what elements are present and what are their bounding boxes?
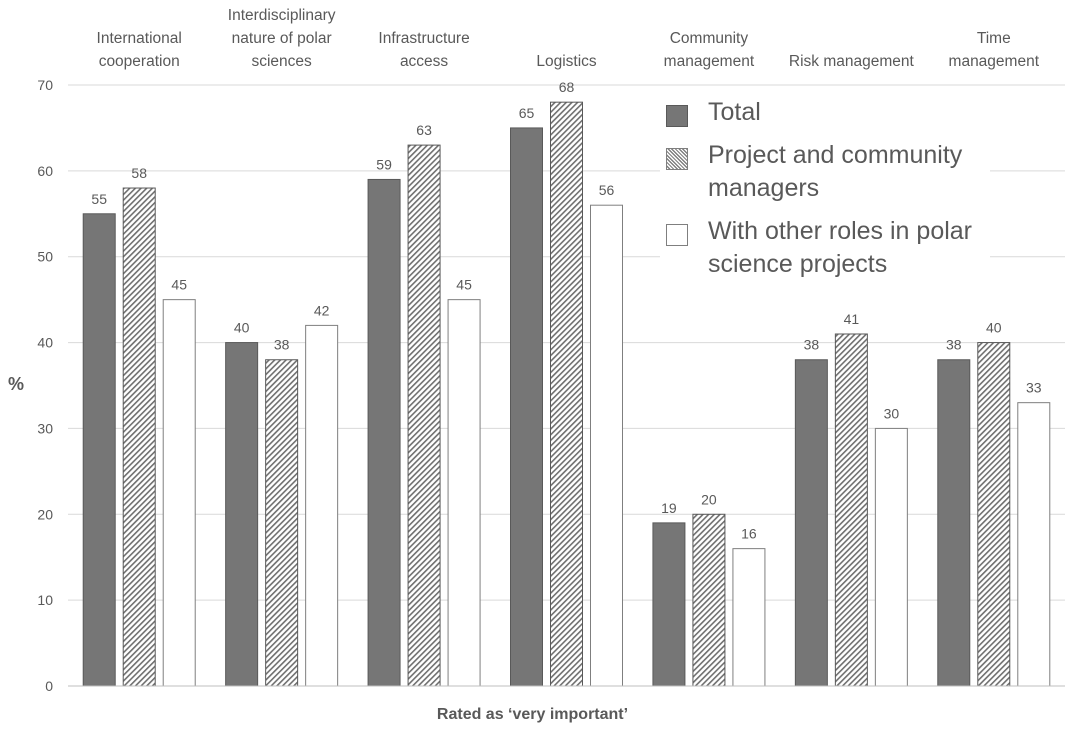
bar-total-community-management bbox=[652, 522, 686, 687]
category-label: Risk management bbox=[788, 53, 914, 70]
bar-value-label: 45 bbox=[171, 277, 187, 293]
bar-with-other-roles-in-polar-science-projects-interdisciplinary-nature-of-polar-sciences bbox=[305, 324, 339, 687]
y-tick-label: 30 bbox=[37, 420, 53, 436]
bar-value-label: 40 bbox=[986, 320, 1002, 336]
y-tick-label: 50 bbox=[37, 249, 53, 265]
legend-label-other-roles: With other roles in polar science projec… bbox=[708, 217, 973, 278]
bar-project-and-community-managers-time-management bbox=[977, 342, 1011, 687]
category-label: Community management bbox=[663, 30, 755, 70]
bar-with-other-roles-in-polar-science-projects-infrastructure-access bbox=[447, 299, 481, 687]
bar-value-label: 55 bbox=[91, 191, 107, 207]
bar-value-label: 19 bbox=[661, 500, 677, 516]
bar-project-and-community-managers-international-cooperation bbox=[122, 187, 156, 687]
bar-value-label: 68 bbox=[559, 79, 575, 95]
y-tick-label: 20 bbox=[37, 506, 53, 522]
bar-value-label: 41 bbox=[844, 311, 860, 327]
legend-item-project-managers: Project and community managers bbox=[660, 139, 990, 205]
legend-label-project-managers: Project and community managers bbox=[708, 141, 963, 202]
bar-total-infrastructure-access bbox=[367, 178, 401, 687]
bar-value-label: 33 bbox=[1026, 380, 1042, 396]
bar-with-other-roles-in-polar-science-projects-international-cooperation bbox=[162, 299, 196, 687]
bar-total-logistics bbox=[510, 127, 543, 687]
y-tick-label: 10 bbox=[37, 592, 53, 608]
bar-total-interdisciplinary-nature-of-polar-sciences bbox=[225, 342, 259, 687]
bar-value-label: 20 bbox=[701, 491, 717, 507]
legend-label-total: Total bbox=[708, 98, 761, 126]
bar-total-international-cooperation bbox=[82, 213, 116, 687]
bar-project-and-community-managers-risk-management bbox=[834, 333, 868, 687]
bar-value-label: 45 bbox=[456, 277, 472, 293]
bar-with-other-roles-in-polar-science-projects-logistics bbox=[590, 204, 623, 687]
bar-project-and-community-managers-infrastructure-access bbox=[407, 144, 441, 687]
bars bbox=[68, 101, 1065, 687]
bar-value-label: 40 bbox=[234, 320, 250, 336]
bar-value-label: 58 bbox=[131, 165, 147, 181]
bar-value-label: 59 bbox=[376, 156, 392, 172]
category-label: Infrastructure access bbox=[378, 30, 470, 70]
bar-value-label: 38 bbox=[274, 337, 290, 353]
y-tick-label: 60 bbox=[37, 163, 53, 179]
bar-value-label: 38 bbox=[946, 337, 962, 353]
bar-with-other-roles-in-polar-science-projects-time-management bbox=[1017, 402, 1051, 687]
bar-value-label: 65 bbox=[519, 105, 535, 121]
x-axis-label: Rated as ‘very important’ bbox=[436, 706, 629, 723]
legend-item-total: Total bbox=[660, 96, 990, 129]
category-label: Time management bbox=[948, 30, 1040, 70]
category-label: International cooperation bbox=[96, 30, 182, 70]
category-label: Interdisciplinary nature of polar scienc… bbox=[227, 7, 336, 70]
bar-value-label: 56 bbox=[599, 182, 615, 198]
bar-value-label: 16 bbox=[741, 526, 757, 542]
legend: Total Project and community managers Wit… bbox=[660, 96, 990, 291]
bar-value-label: 63 bbox=[416, 122, 432, 138]
bar-project-and-community-managers-interdisciplinary-nature-of-polar-sciences bbox=[265, 359, 299, 687]
bar-project-and-community-managers-community-management bbox=[692, 513, 726, 687]
bar-value-labels: 55 58 45 40 38 42 59 63 45 65 68 56 19 20 16 38 41 30 38 40… bbox=[91, 79, 1041, 541]
y-tick-label: 70 bbox=[37, 77, 53, 93]
category-label: Logistics bbox=[536, 53, 597, 70]
bar-with-other-roles-in-polar-science-projects-community-management bbox=[732, 548, 766, 687]
y-tick-labels: 0 10 20 30 40 50 60 70 bbox=[37, 77, 53, 694]
y-axis-label: % bbox=[8, 374, 25, 394]
y-tick-label: 0 bbox=[45, 678, 53, 694]
bar-total-time-management bbox=[937, 359, 971, 687]
bar-total-risk-management bbox=[794, 359, 828, 687]
y-tick-label: 40 bbox=[37, 335, 53, 351]
legend-item-other-roles: With other roles in polar science projec… bbox=[660, 215, 990, 281]
bar-value-label: 38 bbox=[804, 337, 820, 353]
bar-with-other-roles-in-polar-science-projects-risk-management bbox=[874, 427, 908, 687]
bar-project-and-community-managers-logistics bbox=[550, 101, 583, 687]
legend-swatch-project-managers bbox=[666, 148, 688, 170]
legend-swatch-other-roles bbox=[666, 224, 688, 246]
legend-swatch-total bbox=[666, 105, 688, 127]
bar-value-label: 42 bbox=[314, 302, 330, 318]
bar-value-label: 30 bbox=[884, 405, 900, 421]
